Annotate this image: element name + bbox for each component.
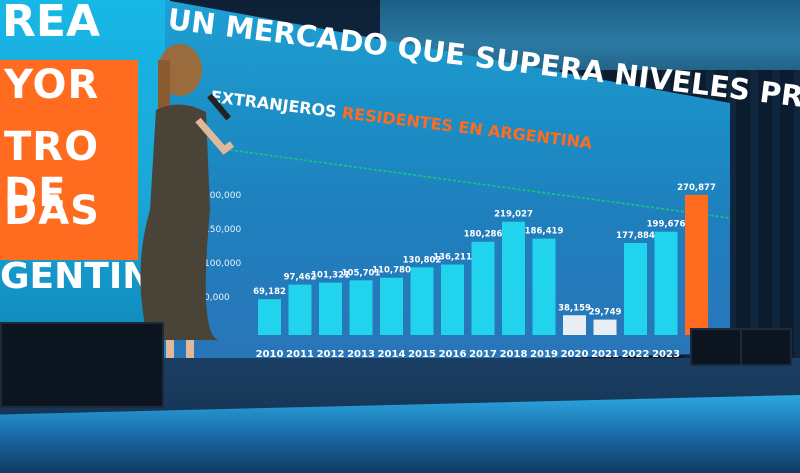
- data-label: 177,884: [616, 231, 655, 241]
- bar: [349, 280, 373, 335]
- x-tick-label: 2018: [500, 349, 528, 360]
- banner-orange-block: YOR TRO DE DAS: [0, 60, 138, 260]
- banner-top-text: REA: [2, 0, 100, 47]
- x-tick-label: 2012: [317, 349, 345, 360]
- slide-headline: UN MERCADO QUE SUPERA NIVELES PREPANDEMI…: [165, 2, 800, 138]
- y-tick-label: 100,000: [204, 259, 241, 269]
- banner-orange-line: DAS: [4, 188, 100, 234]
- data-label: 110,780: [372, 266, 411, 276]
- x-tick-label: 2019: [530, 349, 558, 360]
- y-tick-label: 0,000: [204, 293, 230, 303]
- data-label: 69,182: [253, 287, 286, 297]
- bar: [441, 264, 464, 335]
- bar: [532, 238, 556, 335]
- data-label: 199,676: [647, 220, 686, 230]
- x-tick-label: 2021: [591, 349, 619, 360]
- data-label: 136,211: [433, 253, 472, 263]
- bar: [624, 242, 647, 335]
- reference-line: [229, 150, 730, 219]
- x-tick-label: 2013: [347, 349, 375, 360]
- data-label: 97,462: [284, 273, 317, 283]
- data-label: 219,027: [494, 210, 533, 220]
- data-label: 186,419: [525, 227, 564, 237]
- x-tick-label: 2023: [652, 349, 680, 360]
- y-tick-label: 200,000: [204, 191, 241, 201]
- bar: [319, 282, 342, 335]
- residents-bar-chart: 200,000 150,000 100,000 0,000 69,182 2010 97,4…: [204, 150, 730, 360]
- data-label: 101,321: [311, 271, 350, 281]
- x-tick-label: 2020: [561, 349, 589, 360]
- bar: [288, 284, 312, 335]
- bar: [502, 221, 525, 335]
- stage-monitor-speaker: [740, 328, 792, 366]
- slide-headline-block: UN MERCADO QUE SUPERA NIVELES PREPANDEMI…: [166, 2, 800, 153]
- bar: [410, 267, 434, 335]
- banner-orange-line: YOR: [4, 62, 100, 108]
- bar: [258, 299, 281, 335]
- x-tick-label: 2014: [378, 349, 406, 360]
- x-tick-label: 2010: [256, 349, 284, 360]
- slide-subtitle: EXTRANJEROS RESIDENTES EN ARGENTINA: [210, 87, 594, 153]
- data-label: 38,159: [558, 303, 591, 313]
- x-tick-label: 2017: [469, 349, 497, 360]
- side-banner: REA YOR TRO DE DAS GENTINO: [0, 0, 183, 360]
- banner-orange-line: TRO DE: [4, 124, 100, 216]
- bar: [380, 277, 403, 335]
- x-tick-label: 2022: [622, 349, 650, 360]
- bar: [593, 319, 617, 335]
- bar: [563, 315, 586, 335]
- x-tick-label: 2015: [408, 349, 436, 360]
- bar: [685, 194, 708, 335]
- data-label: 180,286: [464, 230, 503, 240]
- data-label: 29,749: [589, 308, 622, 318]
- x-tick-label: 2016: [439, 349, 467, 360]
- x-tick-label: 2011: [286, 349, 314, 360]
- stage-monitor-speaker: [0, 322, 164, 408]
- data-label: 105,701: [342, 268, 381, 278]
- subtitle-orange: RESIDENTES EN ARGENTINA: [340, 103, 594, 153]
- data-label: 130,802: [403, 255, 442, 265]
- bar: [471, 241, 495, 335]
- y-tick-label: 150,000: [204, 225, 241, 235]
- bar: [654, 231, 678, 335]
- data-label: 270,877: [677, 183, 716, 193]
